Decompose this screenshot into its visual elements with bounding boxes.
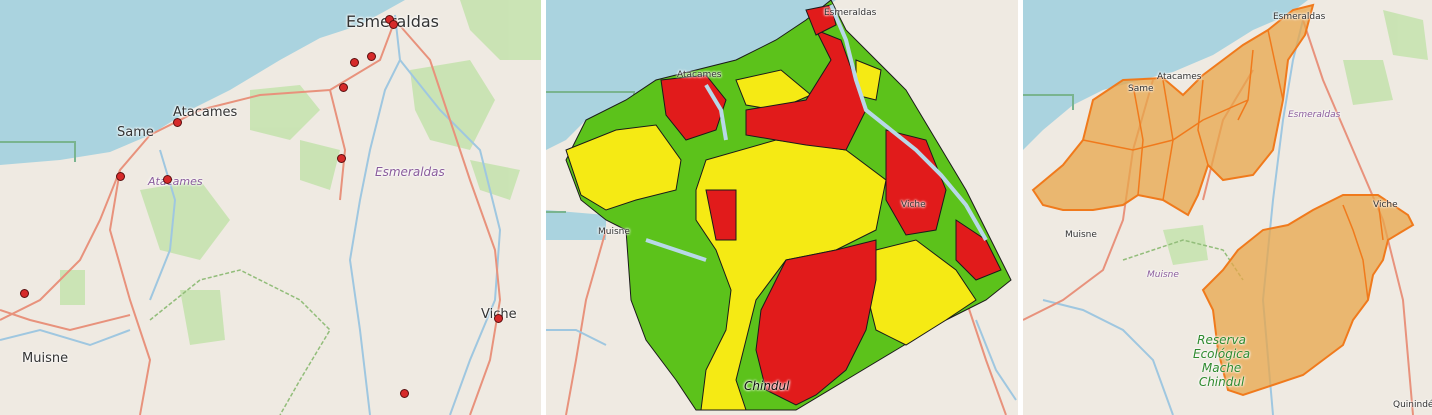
occurrence-point[interactable] bbox=[337, 154, 346, 163]
region-label-esmeraldas: Esmeraldas bbox=[375, 165, 445, 179]
protected-area-polygon-south bbox=[1201, 194, 1415, 397]
forest-patches bbox=[1163, 10, 1428, 265]
region-label-muisne: Muisne bbox=[1147, 270, 1179, 280]
suitability-class-high bbox=[755, 239, 877, 406]
occurrence-point[interactable] bbox=[339, 83, 348, 92]
protected-area-subdivisions bbox=[1082, 29, 1284, 201]
protected-areas-map-panel[interactable]: Esmeraldas Atacames Same Esmeraldas Muis… bbox=[1023, 0, 1432, 415]
town-label-viche: Viche bbox=[901, 200, 926, 210]
occurrence-point[interactable] bbox=[116, 172, 125, 181]
occurrence-point[interactable] bbox=[350, 58, 359, 67]
occurrence-point[interactable] bbox=[367, 52, 376, 61]
city-label-esmeraldas: Esmeraldas bbox=[824, 8, 877, 18]
occurrence-point[interactable] bbox=[163, 175, 172, 184]
sea bbox=[0, 0, 541, 165]
rivers bbox=[0, 14, 502, 415]
marine-reserve-outline bbox=[0, 141, 76, 162]
town-label-muisne: Muisne bbox=[598, 227, 630, 237]
reserve-label-line: Chindul bbox=[1198, 375, 1245, 389]
protected-area-polygon-north bbox=[1031, 3, 1315, 217]
town-label-atacames: Atacames bbox=[677, 70, 722, 80]
town-label-muisne: Muisne bbox=[1065, 230, 1097, 240]
town-label-viche: Viche bbox=[1373, 200, 1398, 210]
reserve-label-chindul: Chindul bbox=[744, 379, 790, 393]
town-label-atacames: Atacames bbox=[173, 105, 238, 120]
region-label-atacames: Atacames bbox=[148, 175, 203, 188]
sea bbox=[546, 0, 1018, 150]
suitability-class-high bbox=[955, 219, 1002, 281]
occurrence-point[interactable] bbox=[494, 314, 503, 323]
roads bbox=[565, 229, 1007, 415]
town-label-atacames: Atacames bbox=[1157, 72, 1202, 82]
occurrence-point[interactable] bbox=[20, 289, 29, 298]
base-map bbox=[546, 0, 1018, 415]
forest-patches bbox=[60, 0, 541, 345]
suitability-polygons bbox=[565, 0, 1012, 411]
roads bbox=[0, 19, 502, 415]
occurrence-point[interactable] bbox=[389, 20, 398, 29]
reserve-label-line: Ecológica bbox=[1193, 347, 1251, 361]
suitability-class-high bbox=[805, 4, 837, 36]
suitability-class-medium bbox=[565, 124, 682, 211]
reserve-label-line: Reserva bbox=[1197, 333, 1246, 347]
occurrence-point[interactable] bbox=[173, 118, 182, 127]
town-label-muisne: Muisne bbox=[22, 351, 69, 366]
protected-area-polygons bbox=[1031, 3, 1415, 397]
town-label-same: Same bbox=[117, 125, 154, 140]
suitability-class-high bbox=[705, 189, 737, 241]
reserve-label: Reserva Ecológica Mache Chindul bbox=[1193, 333, 1250, 389]
sea-lower-left bbox=[546, 210, 606, 240]
marine-reserve-outline bbox=[1023, 94, 1074, 110]
town-label-same: Same bbox=[1128, 84, 1154, 94]
occurrence-map-panel[interactable]: Esmeraldas Atacames Same Atacames Esmera… bbox=[0, 0, 541, 415]
town-label-quininde: Quinindé bbox=[1393, 400, 1432, 410]
region-label-esmeraldas: Esmeraldas bbox=[1288, 110, 1341, 120]
estuary-channels bbox=[645, 4, 988, 262]
boundaries bbox=[149, 269, 331, 415]
reserve-label-line: Mache bbox=[1201, 361, 1242, 375]
suitability-map-panel[interactable]: Esmeraldas Atacames Muisne Viche Chindul bbox=[546, 0, 1018, 415]
city-label-esmeraldas: Esmeraldas bbox=[1273, 12, 1326, 22]
sea bbox=[1023, 0, 1432, 150]
occurrence-point[interactable] bbox=[400, 389, 409, 398]
base-map bbox=[0, 0, 541, 415]
rivers bbox=[546, 319, 1017, 401]
suitability-class-high bbox=[885, 129, 947, 236]
protected-area-subdivisions bbox=[1342, 199, 1384, 301]
